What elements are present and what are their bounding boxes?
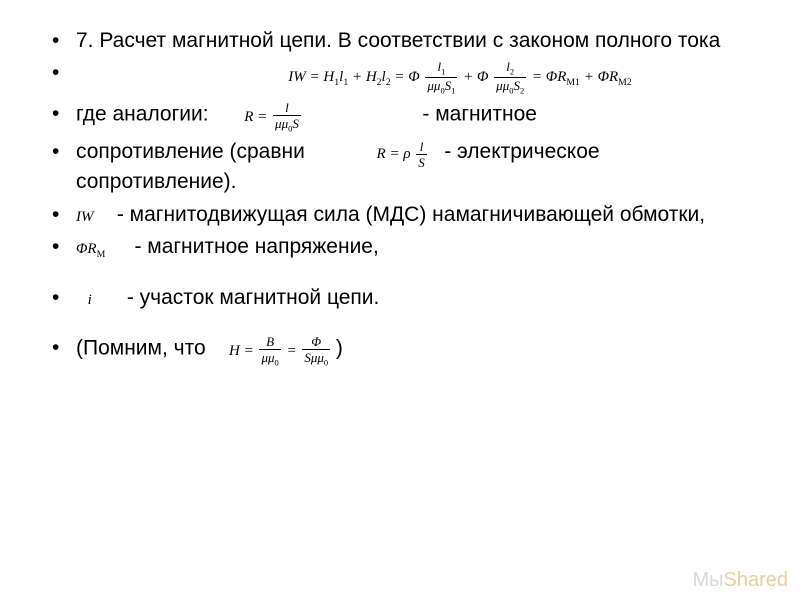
bullet-text-before: (Помним, что xyxy=(76,337,206,360)
bullet-item-5: ΦRM - магнитное напряжение, xyxy=(40,234,760,261)
bullet-item-2: где аналогии: R = lμμ0S - магнитное xyxy=(40,101,760,133)
bullet-item-4: IW - магнитодвижущая сила (МДС) намагнич… xyxy=(40,202,760,228)
phirm-symbol: ΦRM xyxy=(76,241,105,257)
i-symbol: i xyxy=(88,292,92,308)
slide-content: 7. Расчет магнитной цепи. В соответствии… xyxy=(0,0,800,367)
h-formula: H = Bμμ0 = ΦSμμ0 xyxy=(229,343,336,359)
bullet-list: 7. Расчет магнитной цепи. В соответствии… xyxy=(40,28,760,367)
r-mag-formula: R = lμμ0S xyxy=(244,109,306,125)
watermark-part2: Shared xyxy=(724,569,789,591)
bullet-item-7: (Помним, что H = Bμμ0 = ΦSμμ0 ) xyxy=(40,335,760,367)
bullet-text: 7. Расчет магнитной цепи. В соответствии… xyxy=(76,29,720,52)
bullet-item-3: сопротивление (сравни R = ρ lS - электри… xyxy=(40,139,760,195)
bullet-text-after: - магнитное xyxy=(422,103,537,126)
bullet-item-1: 7. Расчет магнитной цепи. В соответствии… xyxy=(40,28,760,54)
bullet-text-after: ) xyxy=(336,337,343,360)
iw-symbol: IW xyxy=(76,209,94,225)
bullet-item-equation: IW = H1l1 + H2l2 = Φ l1μμ0S1 + Φ l2μμ0S2… xyxy=(40,60,760,95)
bullet-text-before: где аналогии: xyxy=(76,103,209,126)
bullet-text-after: - магнитодвижущая сила (МДС) намагничива… xyxy=(117,203,705,226)
bullet-text-before: сопротивление (сравни xyxy=(76,140,305,163)
bullet-item-6: i - участок магнитной цепи. xyxy=(40,285,760,311)
r-elec-formula: R = ρ lS xyxy=(377,146,433,162)
watermark-part1: Мы xyxy=(692,569,723,591)
bullet-text-after: - магнитное напряжение, xyxy=(134,235,378,258)
watermark: МыShared xyxy=(692,569,788,592)
bullet-text-after: - участок магнитной цепи. xyxy=(127,286,380,309)
main-equation: IW = H1l1 + H2l2 = Φ l1μμ0S1 + Φ l2μμ0S2… xyxy=(288,69,631,85)
